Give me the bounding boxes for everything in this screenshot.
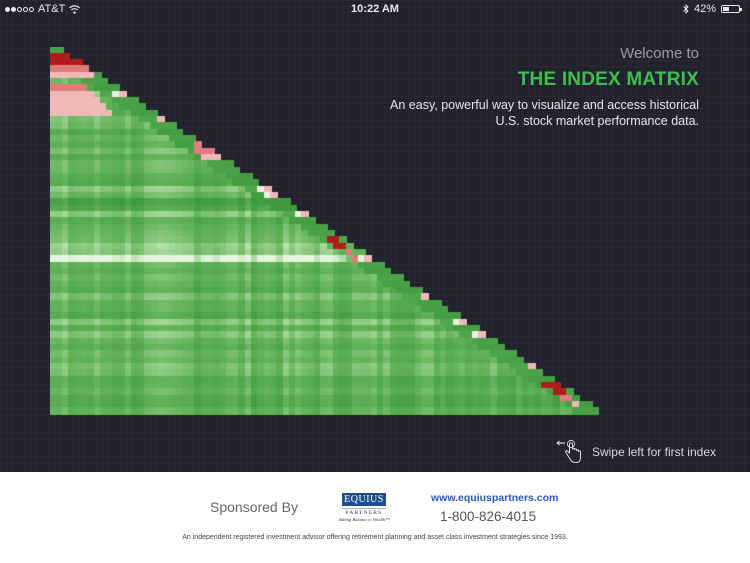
- battery-icon: [721, 5, 742, 13]
- sponsor-footer: Sponsored By EQUIUS PARTNERS Adding Bala…: [0, 472, 750, 563]
- app-description: An easy, powerful way to visualize and a…: [390, 98, 699, 128]
- status-bar: AT&T 10:22 AM 42%: [0, 0, 750, 18]
- index-matrix-heatmap[interactable]: [50, 47, 602, 417]
- app-title: THE INDEX MATRIX: [517, 69, 699, 90]
- bluetooth-icon: [683, 4, 689, 14]
- phone-link[interactable]: 1-800-826-4015: [440, 509, 537, 524]
- signal-strength-icon: [5, 6, 34, 12]
- clock: 10:22 AM: [351, 3, 399, 15]
- swipe-hint-label: Swipe left for first index: [591, 445, 716, 459]
- swipe-hint[interactable]: Swipe left for first index: [556, 439, 716, 465]
- carrier-label: AT&T: [38, 3, 66, 15]
- swipe-hand-icon: [556, 439, 581, 463]
- battery-percent: 42%: [693, 3, 716, 15]
- wifi-icon: [69, 4, 81, 14]
- equius-logo[interactable]: EQUIUS PARTNERS Adding Balance to Wealth…: [338, 493, 390, 522]
- disclaimer-text: An independent registered investment adv…: [182, 534, 568, 541]
- welcome-greeting: Welcome to: [620, 45, 699, 62]
- welcome-panel: Welcome to THE INDEX MATRIX An easy, pow…: [390, 45, 699, 129]
- website-link[interactable]: www.equiuspartners.com: [431, 492, 559, 504]
- sponsored-by-label: Sponsored By: [210, 499, 298, 515]
